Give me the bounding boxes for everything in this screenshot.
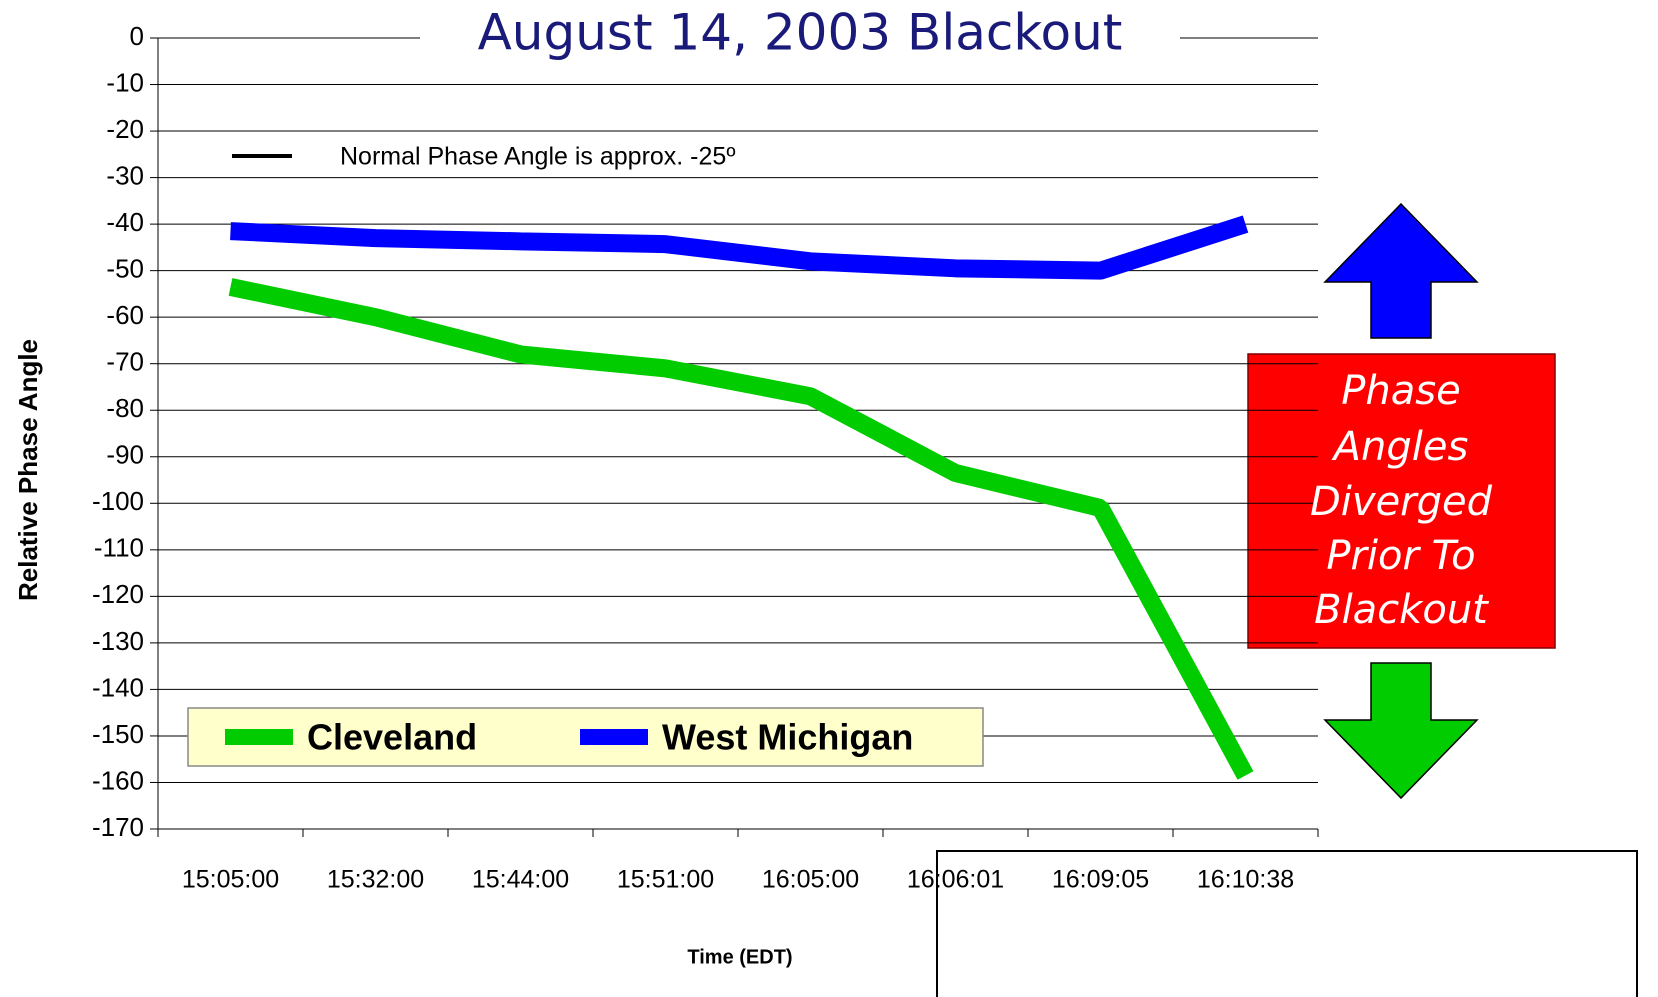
y-tick-label: -60 <box>106 300 144 330</box>
annotation-text: Diverged <box>1310 479 1493 525</box>
legend-label: West Michigan <box>662 717 913 758</box>
x-tick-label: 15:51:00 <box>617 866 714 894</box>
x-tick-label: 15:05:00 <box>182 866 279 894</box>
annotation-text: Angles <box>1331 424 1469 470</box>
y-tick-label: -110 <box>94 533 144 563</box>
series-line <box>228 278 1254 780</box>
annotation-text: Blackout <box>1314 587 1489 633</box>
series-line <box>230 215 1249 280</box>
x-tick-label: 16:09:05 <box>1052 866 1149 894</box>
y-tick-label: -150 <box>92 719 144 749</box>
y-tick-label: -80 <box>106 393 144 423</box>
down-arrow <box>1323 662 1479 800</box>
y-tick-label: -40 <box>106 207 144 237</box>
title-backing <box>420 14 1180 64</box>
y-axis-label: Relative Phase Angle <box>13 339 43 601</box>
legend-box <box>187 707 984 767</box>
annotation-box <box>1247 353 1556 649</box>
y-tick-label: -170 <box>92 812 144 842</box>
x-tick-label: 16:10:38 <box>1197 866 1294 894</box>
x-tick-label: 15:44:00 <box>472 866 569 894</box>
note: Normal Phase Angle is approx. -25º <box>340 143 735 171</box>
annotation-text: Phase <box>1341 368 1460 414</box>
legend-label: Cleveland <box>307 717 477 758</box>
up-arrow <box>1323 202 1479 339</box>
y-tick-label: -20 <box>106 114 144 144</box>
annotation-text: Prior To <box>1326 533 1475 579</box>
y-tick-label: -140 <box>92 672 144 702</box>
y-tick-label: -130 <box>92 626 144 656</box>
y-tick-label: -90 <box>106 440 144 470</box>
y-tick-label: -160 <box>92 765 144 795</box>
x-tick-label: 16:06:01 <box>907 866 1004 894</box>
x-tick-label: 16:05:00 <box>762 866 859 894</box>
chart-title: August 14, 2003 Blackout <box>478 4 1123 62</box>
x-axis-label: Time (EDT) <box>687 946 792 968</box>
y-tick-label: -50 <box>106 254 144 284</box>
y-tick-label: -10 <box>106 67 144 97</box>
y-tick-label: 0 <box>130 21 144 51</box>
y-tick-label: -120 <box>92 579 144 609</box>
y-tick-label: -30 <box>106 160 144 190</box>
y-tick-label: -100 <box>92 486 144 516</box>
y-tick-label: -70 <box>106 347 144 377</box>
empty-box <box>936 850 1638 997</box>
x-tick-label: 15:32:00 <box>327 866 424 894</box>
